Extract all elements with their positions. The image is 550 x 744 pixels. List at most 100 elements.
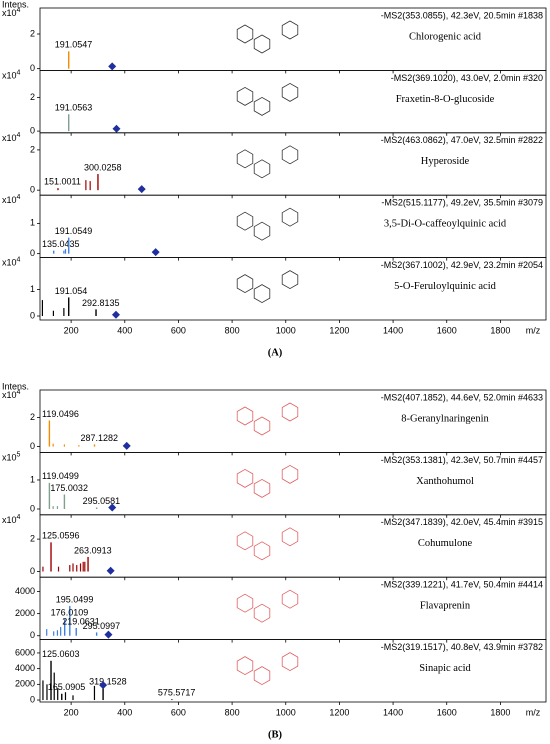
- compound-name: Cohumulone: [418, 538, 473, 549]
- peak-label: 191.054: [55, 286, 88, 296]
- precursor-marker: [99, 681, 108, 690]
- peak-label: 295.0997: [83, 621, 121, 631]
- x-tick-label: 600: [171, 325, 186, 335]
- peak-label: 219.0631: [62, 616, 100, 626]
- y-tick-label: 0: [30, 125, 35, 135]
- structure-sketch: [253, 34, 271, 54]
- structure-sketch: [281, 20, 299, 40]
- peak-label: 191.0563: [55, 103, 93, 113]
- multiplier-exponent: 5: [17, 451, 21, 458]
- precursor-marker: [108, 62, 117, 71]
- x-tick-label: 1600: [437, 325, 457, 335]
- structure-sketch: [281, 207, 299, 227]
- y-tick-label: 2: [30, 28, 35, 38]
- peak-label: 191.0549: [55, 226, 93, 236]
- x-tick-label: 200: [64, 325, 79, 335]
- peak-label: 575.5717: [158, 688, 196, 698]
- y-tick-label: 2000: [15, 679, 35, 689]
- structure-sketch: [281, 402, 299, 422]
- y-tick-label: 4000: [15, 586, 35, 596]
- x-tick-label: 1800: [490, 325, 510, 335]
- peak-label: 287.1282: [80, 433, 118, 443]
- scan-header: -MS2(369.1020), 43.0eV, 2.0min #320: [391, 73, 543, 83]
- y-axis-label: Intens.: [2, 0, 29, 9]
- compound-name: 3,5-Di-O-caffeoylquinic acid: [384, 219, 507, 230]
- x-axis-label: m/z: [526, 707, 541, 717]
- y-tick-label: 2: [30, 412, 35, 422]
- y-tick-label: 2: [30, 533, 35, 543]
- structure-sketch: [253, 221, 271, 241]
- y-multiplier: x104: [2, 7, 21, 19]
- y-tick-label: 0: [30, 248, 35, 258]
- x-tick-label: 1400: [383, 707, 403, 717]
- y-tick-label: 0: [30, 441, 35, 451]
- multiplier-base: x10: [2, 71, 17, 81]
- structure-sketch: [236, 274, 254, 294]
- precursor-marker: [106, 566, 115, 575]
- scan-header: -MS2(319.1517), 40.8eV, 43.9min #3782: [381, 642, 543, 652]
- y-multiplier: x104: [2, 194, 21, 206]
- x-tick-label: 1200: [329, 325, 349, 335]
- scan-header: -MS2(353.1381), 42.3eV, 50.7min #4457: [381, 455, 543, 465]
- y-tick-label: 2: [30, 92, 35, 102]
- compound-name: Flavaprenin: [420, 601, 471, 612]
- x-tick-label: 1800: [490, 707, 510, 717]
- structure-sketch: [281, 464, 299, 484]
- y-tick-label: 0: [30, 185, 35, 195]
- multiplier-base: x10: [2, 196, 17, 206]
- multiplier-exponent: 4: [17, 514, 21, 521]
- multiplier-base: x10: [2, 133, 17, 143]
- precursor-marker: [112, 124, 121, 133]
- scan-header: -MS2(353.0855), 42.3eV, 20.5min #1838: [381, 10, 543, 20]
- structure-sketch: [236, 468, 254, 488]
- peak-label: 119.0499: [42, 471, 79, 481]
- structure-sketch: [253, 603, 271, 623]
- x-tick-label: 600: [171, 707, 186, 717]
- x-tick-label: 1000: [276, 707, 296, 717]
- x-tick-label: 400: [117, 707, 132, 717]
- compound-name: Hyperoside: [421, 156, 470, 167]
- x-tick-label: 1000: [276, 325, 296, 335]
- peak-label: 263.0913: [74, 545, 112, 555]
- structure-sketch: [236, 593, 254, 613]
- y-tick-label: 1: [30, 218, 35, 228]
- multiplier-base: x10: [2, 390, 17, 400]
- structure-sketch: [236, 211, 254, 231]
- peak-label: 151.0011: [44, 177, 81, 187]
- y-tick-label: 4000: [15, 663, 35, 673]
- y-tick-label: 0: [30, 503, 35, 513]
- compound-name: Fraxetin-8-O-glucoside: [396, 94, 495, 105]
- x-tick-label: 800: [225, 707, 240, 717]
- structure-sketch: [281, 270, 299, 290]
- x-tick-label: 800: [225, 325, 240, 335]
- y-multiplier: x104: [2, 69, 21, 81]
- multiplier-base: x10: [2, 453, 17, 463]
- y-multiplier: x104: [2, 514, 21, 526]
- peak-label: 292.8135: [82, 298, 120, 308]
- structure-sketch: [253, 541, 271, 561]
- precursor-marker: [137, 185, 146, 194]
- y-tick-label: 0: [30, 310, 35, 320]
- precursor-marker: [111, 310, 120, 319]
- y-tick-label: 0: [30, 566, 35, 576]
- peak-label: 175.0032: [50, 483, 88, 493]
- peak-label: 300.0258: [84, 162, 122, 172]
- y-axis-label: Intens.: [2, 381, 29, 391]
- scan-header: -MS2(515.1177), 49.2eV, 35.5min #3079: [381, 198, 543, 208]
- structure-sketch: [253, 416, 271, 436]
- multiplier-base: x10: [2, 515, 17, 525]
- compound-name: Chlorogenic acid: [409, 31, 482, 42]
- y-tick-label: 0: [30, 694, 35, 704]
- structure-sketch: [253, 159, 271, 179]
- precursor-marker: [151, 248, 160, 257]
- structure-sketch: [281, 145, 299, 165]
- peak-label: 125.0596: [42, 531, 80, 541]
- y-multiplier: x105: [2, 451, 21, 463]
- multiplier-exponent: 4: [17, 132, 21, 139]
- structure-sketch: [236, 149, 254, 169]
- panel-label: (B): [268, 729, 283, 740]
- structure-sketch: [253, 96, 271, 116]
- y-multiplier: x104: [2, 132, 21, 144]
- peak-label: 125.0603: [42, 649, 80, 659]
- structure-sketch: [281, 82, 299, 102]
